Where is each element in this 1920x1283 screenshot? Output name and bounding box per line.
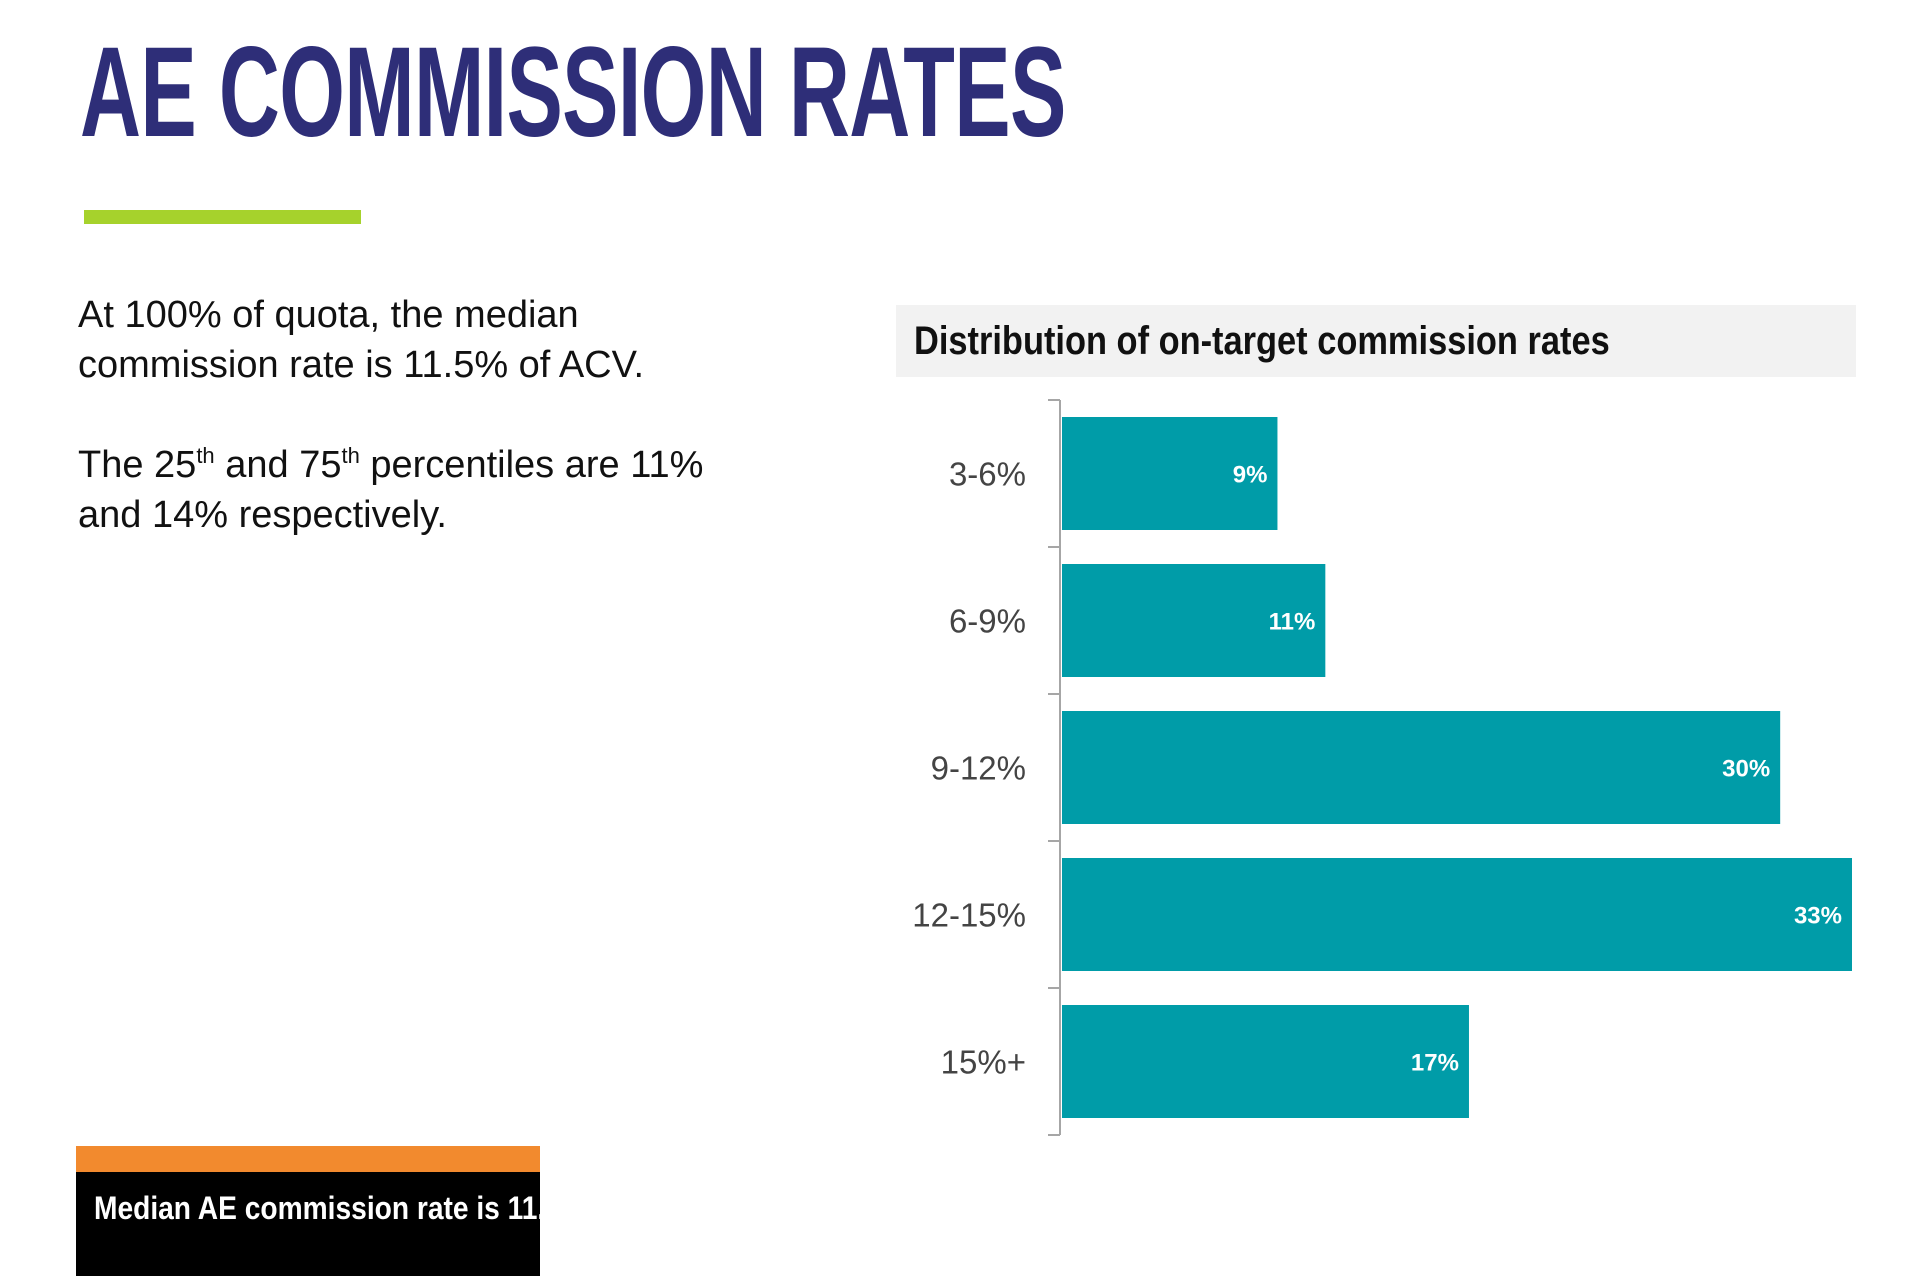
bar-3-6% <box>1062 417 1278 530</box>
summary-paragraph-percentiles: The 25th and 75th percentiles are 11% an… <box>78 440 758 540</box>
data-label: 17% <box>1411 1050 1459 1077</box>
callout-accent-bar <box>76 1146 540 1172</box>
category-label: 9-12% <box>931 750 1026 787</box>
chart-title: Distribution of on-target commission rat… <box>914 319 1610 363</box>
percentile-text-post: percentiles are 11% and 14% respectively… <box>78 444 704 536</box>
bar-6-9% <box>1062 564 1326 677</box>
summary-paragraph-median: At 100% of quota, the median commission … <box>78 294 645 386</box>
data-label: 33% <box>1794 903 1842 930</box>
percentile-text-pre: The 25 <box>78 444 197 486</box>
category-label: 15%+ <box>941 1044 1026 1081</box>
title-accent-bar <box>84 210 361 224</box>
page-title: AE COMMISSION RATES <box>80 21 1066 164</box>
percentile-text-mid: and 75 <box>214 444 342 486</box>
category-label: 12-15% <box>912 897 1026 934</box>
data-label: 11% <box>1269 609 1316 636</box>
chart-title-banner: Distribution of on-target commission rat… <box>896 305 1856 377</box>
median-callout: Median AE commission rate is 11.5%. <box>76 1146 594 1276</box>
callout-body: Median AE commission rate is 11.5%. <box>76 1172 594 1276</box>
data-label: 9% <box>1233 462 1268 489</box>
ordinal-suffix: th <box>196 443 215 468</box>
bar-15%+ <box>1062 1005 1469 1118</box>
ordinal-suffix: th <box>341 443 360 468</box>
data-label: 30% <box>1722 756 1770 783</box>
category-label: 6-9% <box>949 603 1026 640</box>
bar-12-15% <box>1062 858 1852 971</box>
summary-text: At 100% of quota, the median commission … <box>78 290 758 590</box>
bar-9-12% <box>1062 711 1781 824</box>
category-label: 3-6% <box>949 456 1026 493</box>
